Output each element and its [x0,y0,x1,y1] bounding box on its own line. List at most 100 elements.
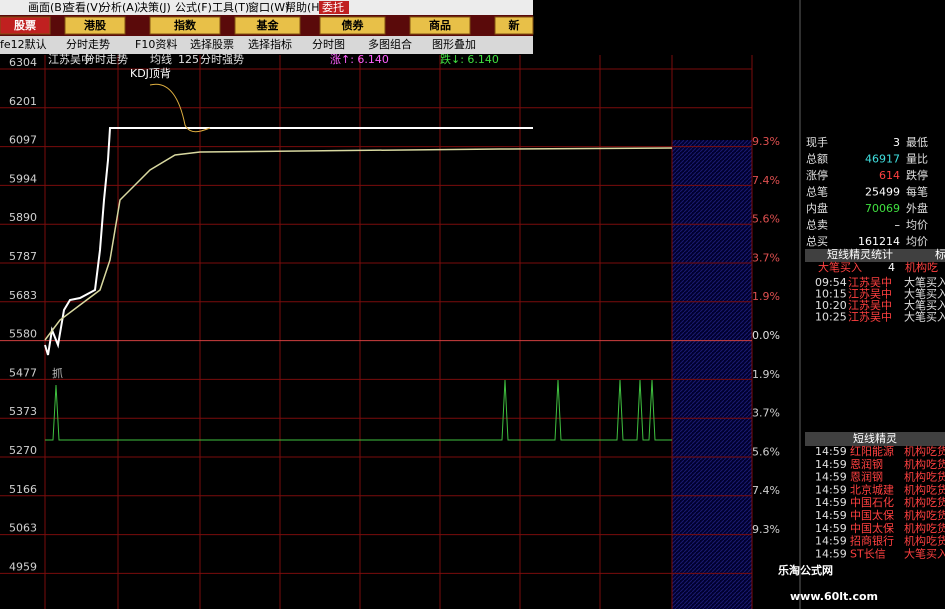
quote-label: 总卖 [806,218,828,232]
quote-label: 涨停 [806,168,828,182]
toolbar [0,36,533,54]
grid [0,55,753,609]
toolbar-button[interactable]: F10资料 [135,37,177,51]
toolbar-button[interactable]: fe12默认 [0,38,47,51]
quote-label: 总额 [806,152,828,166]
menu-item[interactable]: 工具(T) [212,1,249,14]
quote-label: 内盘 [806,201,828,215]
menu-item[interactable]: 窗口(W) [248,0,289,14]
menu-item[interactable]: 查看(V) [64,0,102,14]
tab-label[interactable]: 商品 [429,18,451,32]
quote-label: 每笔 [906,185,928,199]
stats-row: 大笔买入 [904,287,945,301]
sprite-row: 中国太保 [850,508,894,522]
annotation: 抓 [52,366,63,380]
stats-tab: 标 [935,247,945,261]
price-label: 5373 [9,405,37,418]
quote-value: – [895,219,901,232]
sprite-row: 14:59 [815,471,847,484]
stats-header: 大笔买入 [818,260,862,274]
sprite-row: 招商银行 [850,534,894,548]
percent-label: 3.7% [752,251,780,264]
chart-header: 均线 [150,52,172,66]
sprite-row: 14:59 [815,496,847,509]
tab-label[interactable]: 基金 [256,18,280,32]
sprite-row: 机构吃货 [904,457,945,471]
watermark-title: 乐淘公式网 [778,563,833,577]
price-label: 6304 [9,56,37,69]
toolbar-button[interactable]: 分时走势 [66,38,110,51]
chart-header: 涨↑: 6.140 [330,53,389,66]
stats-row: 江苏吴中 [848,311,892,324]
toolbar-button[interactable]: 图形叠加 [432,38,476,51]
menu-item[interactable]: 委托 [322,0,344,14]
quote-label: 均价 [906,235,928,248]
tab-button[interactable] [234,16,301,35]
sprite-row: 北京城建 [850,482,894,496]
sprite-row: 14:59 [815,445,847,458]
sprite-title: 短线精灵 [853,431,897,445]
price-label: 5890 [9,211,37,224]
quote-label: 量比 [906,153,928,166]
tab-button[interactable] [149,16,221,35]
stats-row: 10:20 [815,299,847,312]
price-label: 5477 [9,366,37,379]
quote-value: 46917 [865,153,900,166]
quote-value: 614 [879,169,900,182]
sprite-row: 机构吃货 [904,444,945,458]
sprite-row: 中国太保 [850,521,894,535]
price-label: 5683 [9,289,37,302]
tab-button[interactable] [409,16,471,35]
stats-row: 大笔买入 [904,275,945,289]
tab-button[interactable] [0,16,51,35]
chart-header: 分时走势 [84,53,128,66]
tab-button[interactable] [64,16,126,35]
annotation: KDJ顶背 [130,66,171,80]
tab-label[interactable]: 股票 [14,19,36,32]
price-label: 5994 [9,172,37,185]
sprite-row: 机构吃货 [904,508,945,522]
quote-label: 总笔 [806,185,828,199]
stats-row: 10:15 [815,288,847,301]
stats-row: 江苏吴中 [848,299,892,312]
stats-row: 江苏吴中 [848,276,892,289]
sprite-row: ST长信 [850,547,886,560]
sprite-row: 机构吃货 [904,534,945,548]
toolbar-button[interactable]: 选择股票 [190,37,234,51]
menu-item[interactable]: 决策(J) [137,0,171,14]
sprite-row: 14:59 [815,535,847,548]
tab-label[interactable]: 债券 [342,18,365,32]
menu-item[interactable]: 画面(B) [28,1,66,14]
average-line [44,147,673,341]
tab-label[interactable]: 指数 [174,18,197,32]
sprite-row: 14:59 [815,458,847,471]
tab-label[interactable]: 港股 [84,18,107,32]
sprite-row: 大笔买入 [904,546,945,560]
stats-header: 4 [888,261,895,274]
toolbar-button[interactable]: 多图组合 [368,37,412,51]
after-hours-area [672,140,752,609]
watermark-url: www.60lt.com [790,590,878,603]
price-label: 6097 [9,134,37,147]
tab-button[interactable] [494,16,534,35]
stats-row: 10:25 [815,311,847,324]
tab-label[interactable]: 新 [509,18,520,32]
sprite-row: 14:59 [815,483,847,496]
percent-label: 7.4% [752,484,780,497]
sprite-row: 机构吃货 [904,521,945,535]
tab-button[interactable] [319,16,386,35]
menu-item[interactable]: 分析(A) [100,0,138,14]
menu-item[interactable]: 帮助(H) [285,0,324,14]
stats-title: 短线精灵统计 [827,247,893,261]
toolbar-button[interactable]: 选择指标 [248,37,292,51]
percent-label: 1.9% [752,290,780,303]
quote-label: 外盘 [906,201,928,215]
menu-item[interactable]: 公式(F) [175,1,212,14]
chart-header: 跌↓: 6.140 [440,52,499,66]
percent-label: 1.9% [752,368,780,381]
kdj-line [149,83,211,133]
percent-label: 3.7% [752,407,780,420]
stats-row: 江苏吴中 [848,288,892,301]
toolbar-button[interactable]: 分时图 [312,38,345,51]
